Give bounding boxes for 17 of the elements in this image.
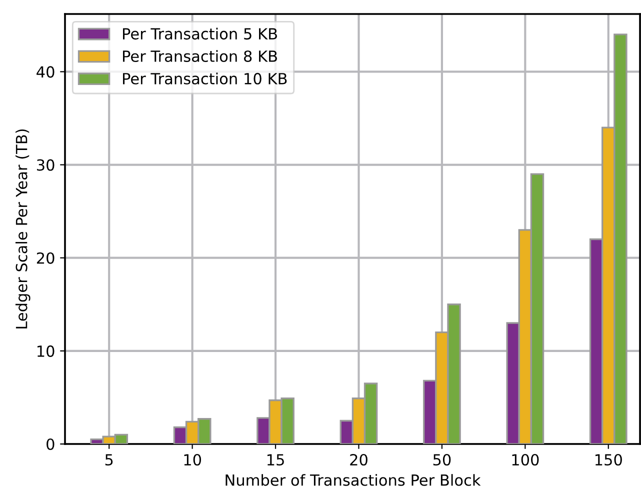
x-axis-title: Number of Transactions Per Block: [226, 474, 481, 486]
x-tick-label: 150: [595, 454, 622, 466]
legend-label: Per Transaction 8 KB: [123, 50, 277, 62]
y-tick-label: 10: [38, 345, 54, 357]
legend-label: Per Transaction 10 KB: [123, 72, 287, 84]
x-tick-label: 15: [267, 454, 284, 466]
y-tick-label: 30: [37, 159, 54, 171]
y-tick-label: 0: [46, 438, 54, 450]
x-tick-label: 50: [433, 454, 451, 466]
y-tick-label: 20: [36, 252, 54, 264]
legend-label: Per Transaction 5 KB: [123, 28, 277, 40]
x-tick-label: 20: [350, 454, 368, 466]
x-tick-label: 100: [512, 454, 539, 466]
y-axis-title: Ledger Scale Per Year (TB): [15, 129, 30, 328]
x-tick-label: 10: [184, 454, 202, 466]
y-tick-label: 40: [36, 66, 54, 78]
x-tick-label: 5: [105, 454, 113, 466]
